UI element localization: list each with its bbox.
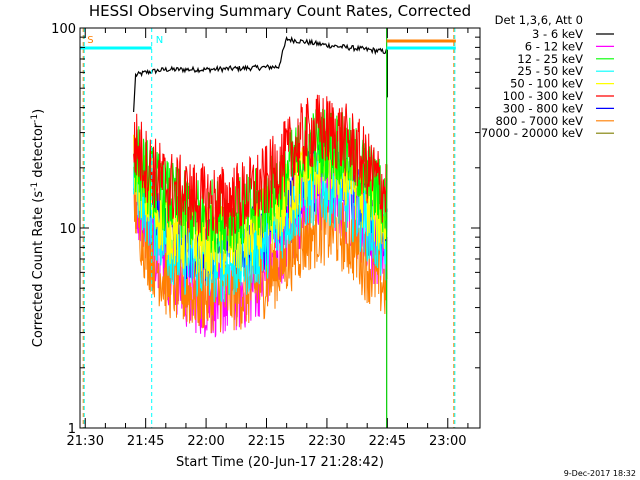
legend-label: 800 - 7000 keV (495, 114, 583, 128)
x-axis-label: Start Time (20-Jun-17 21:28:42) (176, 455, 384, 470)
legend-label: 300 - 800 keV (503, 101, 583, 115)
annotation-s: S (87, 35, 93, 46)
series-line-100-300-kev (133, 94, 388, 240)
annotation-n: N (156, 35, 163, 46)
y-tick-label: 100 (51, 22, 76, 37)
legend-label: 7000 - 20000 keV (481, 126, 583, 140)
y-axis-label: Corrected Count Rate (s-1 detector-1) (30, 109, 46, 347)
legend-label: 50 - 100 keV (510, 77, 583, 91)
x-tick-label: 21:30 (67, 434, 104, 449)
legend-label: 6 - 12 keV (525, 39, 583, 53)
x-tick-label: 23:00 (429, 434, 466, 449)
y-tick-label: 10 (59, 222, 76, 237)
chart-title: HESSI Observing Summary Count Rates, Cor… (89, 2, 471, 20)
legend-label: 25 - 50 keV (517, 64, 583, 78)
y-tick-label: 1 (68, 422, 76, 437)
x-tick-label: 22:45 (369, 434, 406, 449)
x-tick-label: 21:45 (127, 434, 164, 449)
series-line-3-6-kev (133, 35, 388, 113)
axes: 1 10 100 21:30 21:45 22:00 22:15 22:30 22:45 23:0… (51, 22, 480, 449)
x-tick-label: 22:00 (187, 434, 224, 449)
plot-data (133, 35, 388, 338)
legend-header: Det 1,3,6, Att 0 (495, 13, 583, 27)
x-tick-label: 22:30 (308, 434, 345, 449)
x-tick-label: 22:15 (248, 434, 285, 449)
legend-label: 100 - 300 keV (503, 89, 583, 103)
legend-label: 3 - 6 keV (532, 27, 583, 41)
timestamp: 9-Dec-2017 18:32 (564, 469, 636, 478)
legend-label: 12 - 25 keV (517, 52, 583, 66)
